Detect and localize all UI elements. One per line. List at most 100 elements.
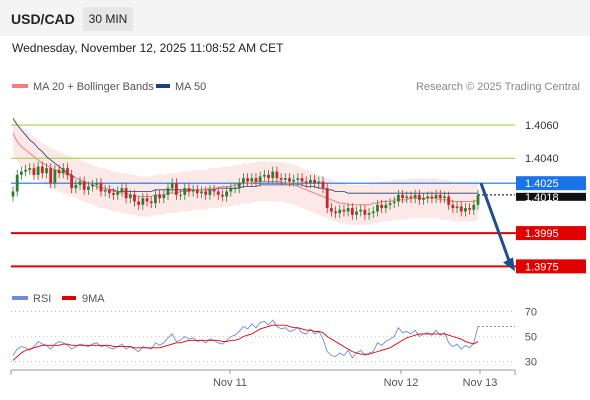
candle-body	[275, 171, 279, 179]
candle-body	[204, 191, 208, 195]
candle-body	[103, 189, 107, 192]
rsi-pane: 70 50 30	[11, 306, 537, 369]
level-tag-pivot	[516, 176, 586, 191]
candle-body	[24, 169, 27, 172]
candle-body	[179, 194, 182, 196]
ma50-legend-swatch	[156, 84, 170, 88]
candle-body	[422, 198, 425, 200]
candle-body	[455, 206, 459, 209]
candle-body	[200, 191, 203, 194]
candle-body	[346, 208, 350, 212]
x-tick-label: Nov 11	[213, 377, 247, 389]
candle-body	[45, 168, 48, 174]
candle-body	[66, 168, 69, 175]
rsi-tick-label: 70	[525, 306, 537, 318]
candle-body	[350, 208, 354, 215]
candle-body	[162, 194, 166, 199]
candle-body	[309, 179, 312, 184]
level-label-pivot: 1.4025	[525, 178, 559, 190]
level-tag-current_price	[516, 192, 586, 201]
rsi-tick-label: 30	[525, 357, 537, 369]
rsi-ma-legend-swatch	[62, 296, 76, 300]
candle-body	[124, 188, 128, 199]
candle-body	[32, 168, 36, 175]
rsi-series-9ma	[12, 324, 479, 361]
candle-body	[40, 166, 44, 174]
candle-body	[371, 211, 375, 214]
candle-body	[91, 184, 94, 187]
candle-body	[443, 196, 446, 199]
price-pane: 1.4060 1.4040 1.4025 1.4018 1.3995 1.3975	[11, 113, 586, 274]
symbol-label: USD/CAD	[11, 11, 75, 27]
candle-body	[417, 194, 421, 200]
level-lines	[11, 124, 586, 268]
candle-body	[338, 209, 342, 214]
candle-body	[242, 178, 245, 184]
candle-body	[229, 188, 233, 192]
candle-body	[359, 209, 363, 212]
candle-body	[401, 194, 404, 199]
projection-arrow	[479, 182, 515, 272]
candle-body	[49, 168, 53, 184]
candle-body	[258, 176, 262, 182]
candle-body	[246, 178, 249, 182]
x-tick-label: Nov 12	[384, 377, 419, 389]
candle-body	[426, 196, 430, 199]
candle-body	[237, 183, 241, 189]
candle-body	[216, 191, 220, 195]
level-label-support_1: 1.3995	[525, 228, 559, 240]
candle-body	[212, 189, 216, 192]
candle-body	[112, 193, 115, 195]
candle-body	[154, 194, 157, 204]
candle-body	[82, 181, 86, 190]
candle-body	[304, 181, 308, 184]
x-axis: Nov 11 Nov 12 Nov 13	[10, 370, 516, 389]
candle-body	[158, 194, 162, 199]
candle-body	[380, 204, 384, 209]
candle-body	[191, 189, 195, 192]
candle-body	[392, 201, 396, 204]
level-tag-support_1	[516, 226, 586, 241]
candle-body	[28, 168, 32, 170]
candle-body	[170, 183, 174, 189]
candle-body	[254, 178, 258, 182]
candle-body	[292, 179, 296, 182]
candle-body	[321, 181, 325, 189]
candle-body	[70, 174, 74, 189]
candle-body	[141, 198, 145, 205]
candle-body	[459, 206, 463, 212]
candle-body	[468, 208, 472, 210]
candle-body	[95, 183, 99, 185]
candle-body	[133, 194, 136, 202]
ma20-line	[12, 133, 479, 206]
level-tag-support_2	[516, 259, 586, 274]
candle-body	[187, 188, 191, 192]
candle-body	[137, 201, 141, 205]
rsi-series-rsi	[12, 319, 479, 359]
candle-body	[99, 183, 103, 192]
candle-body	[74, 184, 78, 189]
candle-body	[225, 191, 229, 197]
candle-body	[329, 208, 333, 212]
candle-body	[11, 191, 15, 197]
candle-body	[317, 181, 321, 184]
candle-body	[413, 194, 417, 199]
bollinger-band	[13, 113, 478, 225]
candle-body	[128, 194, 132, 199]
candle-body	[208, 189, 212, 195]
rsi-ma-legend-label: 9MA	[82, 293, 105, 305]
timeframe-button[interactable]	[83, 7, 133, 31]
candle-body	[342, 209, 346, 212]
rsi-legend-label: RSI	[33, 293, 51, 305]
candles	[11, 161, 480, 220]
candle-body	[61, 168, 65, 174]
candle-body	[183, 188, 187, 195]
candle-body	[78, 181, 82, 185]
candle-body	[472, 204, 476, 210]
candle-body	[15, 174, 19, 192]
candle-body	[451, 204, 455, 209]
candle-body	[87, 186, 90, 190]
candle-body	[221, 194, 224, 197]
rsi-tick-label: 50	[525, 332, 537, 344]
